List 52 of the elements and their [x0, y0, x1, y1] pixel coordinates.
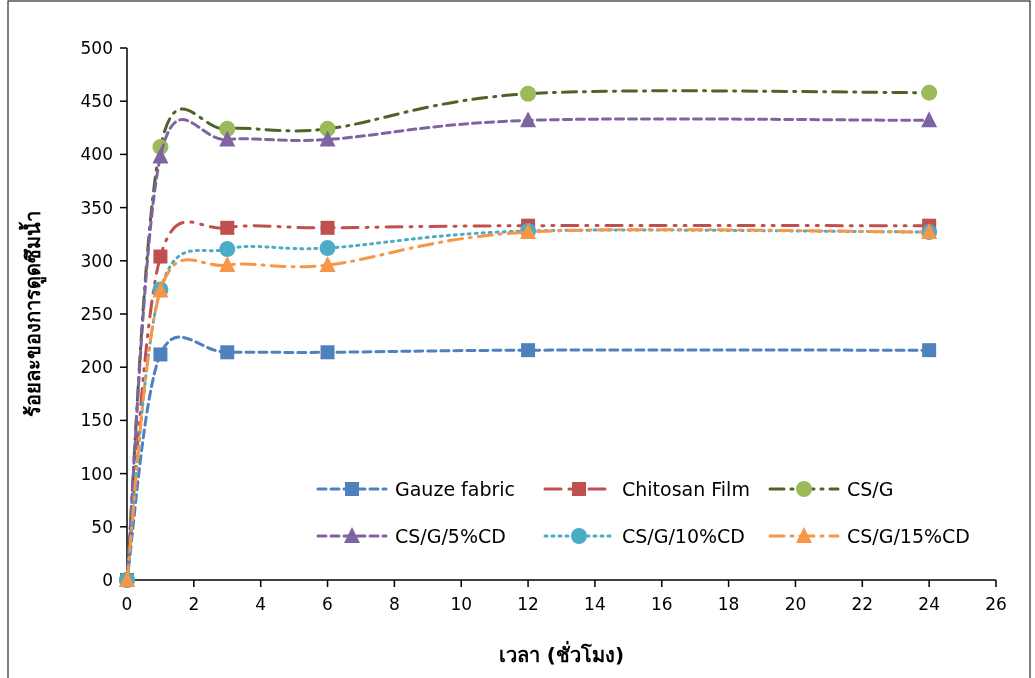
legend-label: CS/G — [847, 478, 894, 500]
x-tick-label: 22 — [851, 594, 874, 614]
x-tick-label: 14 — [584, 594, 606, 614]
point — [319, 240, 336, 257]
y-axis-title: ร้อยละของการดูดซึมน้ำ — [18, 211, 47, 417]
x-tick-label: 18 — [717, 594, 740, 614]
point — [220, 345, 235, 360]
x-tick-label: 16 — [650, 594, 673, 614]
point — [220, 220, 235, 235]
y-tick-label: 450 — [80, 91, 113, 112]
x-tick-label: 6 — [322, 594, 333, 614]
y-tick-label: 0 — [102, 570, 113, 590]
x-tick-label: 2 — [188, 594, 200, 614]
point — [219, 130, 236, 147]
point — [219, 256, 236, 273]
point — [152, 147, 169, 164]
y-tick-label: 400 — [80, 144, 113, 165]
point — [219, 241, 236, 258]
point — [319, 256, 336, 273]
x-tick-label: 26 — [985, 594, 1007, 614]
y-tick-label: 150 — [80, 410, 113, 431]
point — [320, 220, 335, 235]
point — [921, 84, 938, 101]
point — [153, 347, 168, 362]
y-tick-label: 200 — [80, 357, 113, 378]
x-tick-label: 10 — [450, 594, 473, 614]
point — [520, 85, 537, 102]
y-tick-label: 500 — [80, 38, 113, 58]
x-tick-label: 20 — [784, 594, 807, 614]
legend-label: Chitosan Film — [622, 478, 750, 500]
point — [922, 343, 937, 358]
y-tick-label: 300 — [80, 250, 113, 271]
x-tick-label: 8 — [388, 594, 400, 614]
x-tick-label: 0 — [121, 594, 133, 614]
point — [921, 111, 938, 128]
y-tick-label: 250 — [80, 304, 113, 324]
y-tick-label: 50 — [91, 516, 113, 537]
point — [521, 343, 536, 358]
legend-label: Gauze fabric — [395, 478, 516, 500]
legend-label: CS/G/5%CD — [395, 525, 506, 547]
y-tick-label: 350 — [80, 197, 113, 218]
x-tick-label: 12 — [517, 594, 539, 614]
point — [153, 249, 168, 264]
x-tick-label: 4 — [255, 594, 267, 614]
legend-label: CS/G/10%CD — [622, 525, 745, 547]
legend-label: CS/G/15%CD — [847, 525, 970, 547]
x-tick-label: 24 — [918, 594, 940, 614]
point — [320, 345, 335, 360]
y-tick-label: 100 — [80, 463, 113, 484]
point — [319, 130, 336, 147]
x-axis-title: เวลา (ชั่วโมง) — [498, 640, 625, 667]
point — [520, 111, 537, 128]
